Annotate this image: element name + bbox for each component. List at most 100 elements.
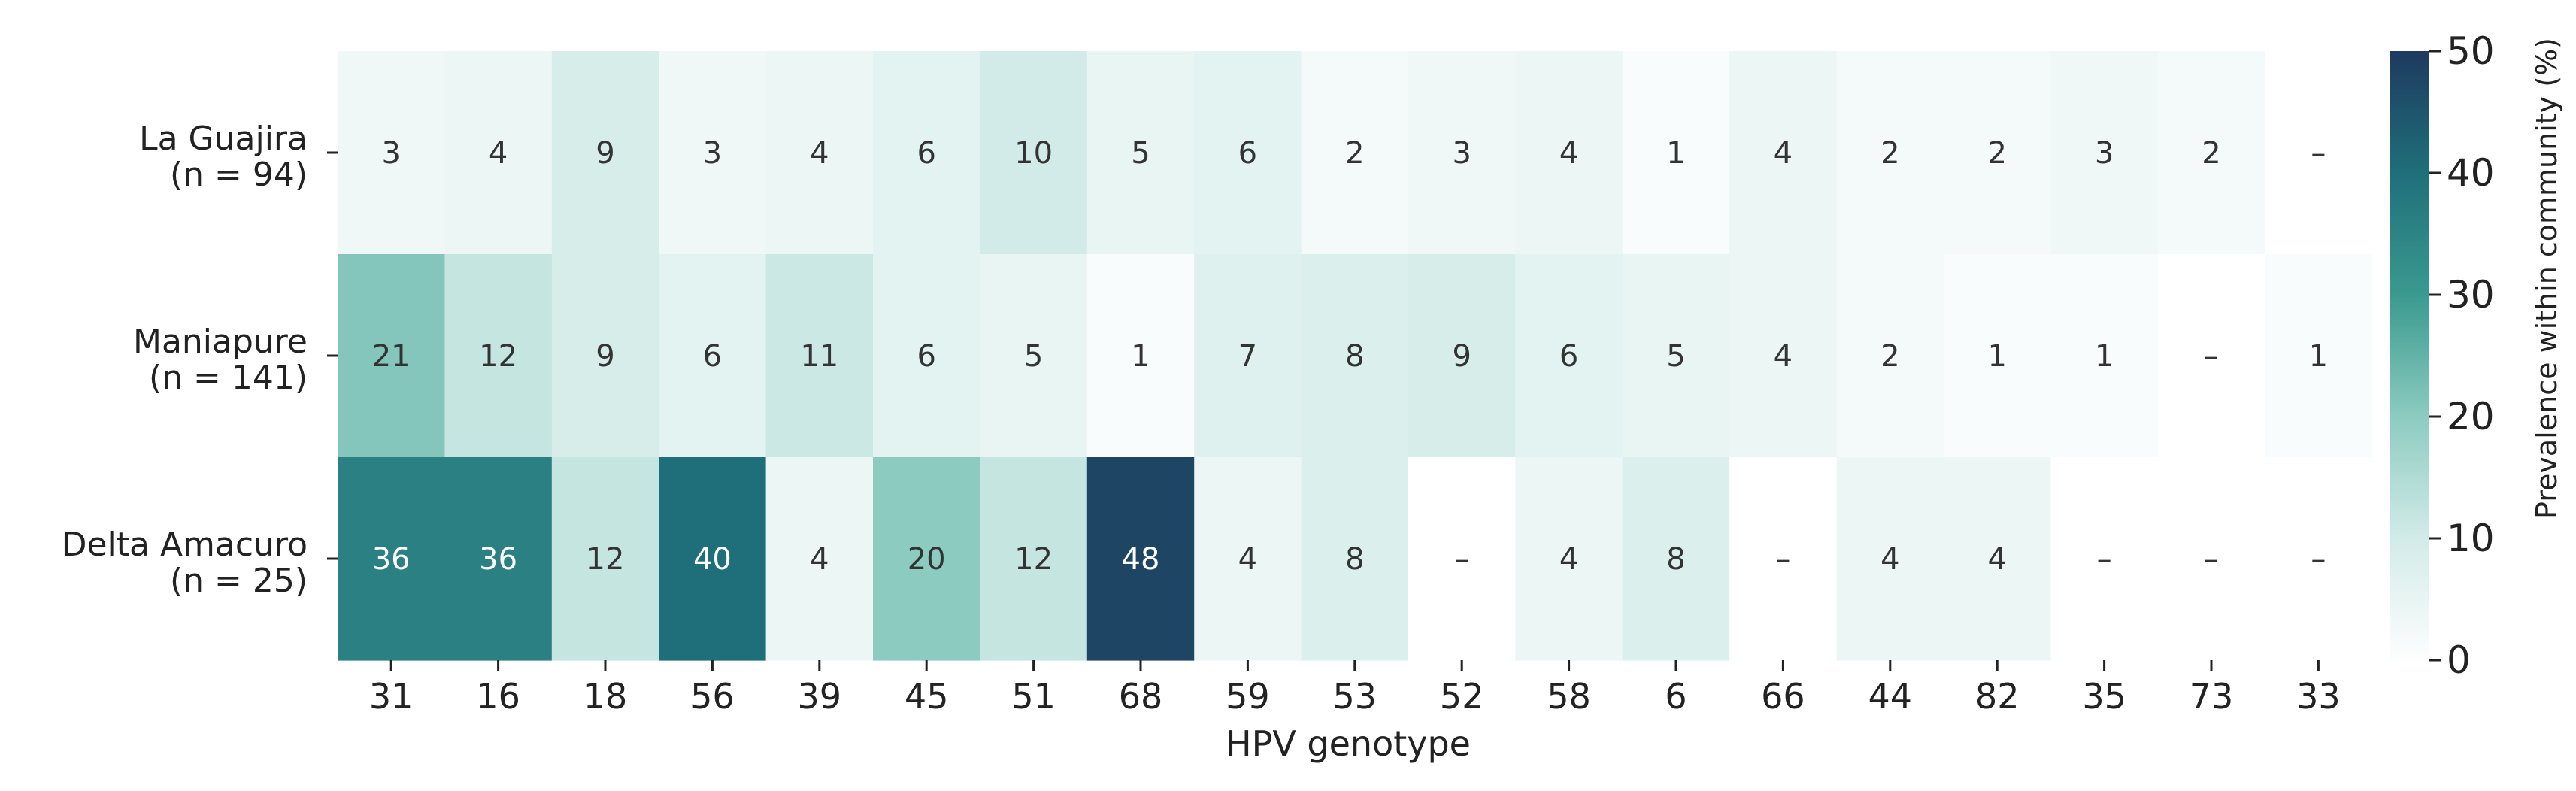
cell-value-label: 2 — [2202, 136, 2220, 171]
heatmap-cell — [2050, 457, 2159, 661]
cell-value-label: 3 — [1452, 136, 1471, 171]
cell-value-label: 1 — [2095, 339, 2114, 374]
heatmap-cell — [1086, 457, 1195, 661]
heatmap-cell — [2050, 254, 2159, 458]
heatmap-cell — [1944, 254, 2051, 458]
cell-value-label: 6 — [703, 339, 722, 374]
heatmap-cell — [1729, 457, 1838, 661]
heatmap-cell — [338, 457, 445, 661]
cell-value-label: 21 — [372, 339, 411, 374]
column-tick-label: 56 — [690, 676, 735, 717]
heatmap-cell — [1836, 254, 1944, 458]
heatmap-cell — [444, 51, 553, 255]
row-label-n: (n = 25) — [170, 562, 308, 600]
cell-value-label: 11 — [800, 339, 838, 374]
cell-value-label: 48 — [1122, 542, 1160, 577]
cell-value-label: 4 — [1774, 339, 1793, 374]
cell-value-label: 36 — [479, 542, 517, 577]
heatmap-cell — [1944, 457, 2051, 661]
column-tick-label: 44 — [1868, 676, 1913, 717]
row-label-n: (n = 141) — [149, 359, 308, 397]
heatmap-cell — [551, 254, 659, 458]
heatmap-cell — [1622, 254, 1730, 458]
cell-value-label: 2 — [1987, 136, 2006, 171]
cell-value-label: 7 — [1238, 339, 1257, 374]
cell-value-label: 1 — [1987, 339, 2006, 374]
cell-value-label: 4 — [1774, 136, 1793, 171]
cell-value-label: – — [2311, 542, 2326, 577]
heatmap-cell — [1515, 254, 1623, 458]
heatmap-cell — [1729, 254, 1838, 458]
heatmap-cell — [765, 51, 874, 255]
heatmap-cell — [2157, 254, 2265, 458]
column-tick-label: 59 — [1226, 676, 1270, 717]
cell-value-label: 1 — [1131, 339, 1150, 374]
colorbar-label: Prevalence within community (%) — [2530, 38, 2563, 519]
cell-value-label: 4 — [489, 136, 508, 171]
cell-value-label: 5 — [1666, 339, 1685, 374]
cell-value-label: 4 — [810, 542, 829, 577]
heatmap-cell — [873, 51, 980, 255]
heatmap-cell — [1301, 51, 1409, 255]
cell-value-label: 8 — [1345, 339, 1364, 374]
heatmap-cell — [980, 51, 1088, 255]
heatmap-cell — [1408, 254, 1516, 458]
cell-value-label: 12 — [479, 339, 517, 374]
heatmap-cell — [1836, 457, 1944, 661]
heatmap-cell — [551, 457, 659, 661]
cell-value-label: 8 — [1345, 542, 1364, 577]
heatmap-cell — [1194, 254, 1302, 458]
cell-value-label: 4 — [1238, 542, 1257, 577]
cell-value-label: 1 — [2309, 339, 2328, 374]
x-axis-label: HPV genotype — [1226, 723, 1471, 764]
heatmap-cell — [1622, 51, 1730, 255]
cell-value-label: 2 — [1880, 339, 1899, 374]
cell-value-label: – — [1775, 542, 1790, 577]
heatmap-cell — [2265, 457, 2373, 661]
cell-value-label: 36 — [372, 542, 411, 577]
column-tick-label: 73 — [2190, 676, 2234, 717]
heatmap-cell — [873, 457, 980, 661]
heatmap-cell — [1944, 51, 2051, 255]
heatmap-cell — [1729, 51, 1838, 255]
cell-value-label: 9 — [596, 136, 614, 171]
cell-value-label: 9 — [596, 339, 614, 374]
heatmap-cell — [1194, 51, 1302, 255]
cell-value-label: 6 — [1238, 136, 1257, 171]
row-label-name: La Guajira — [139, 120, 308, 158]
heatmap-cell — [659, 254, 767, 458]
cell-value-label: 4 — [1987, 542, 2006, 577]
heatmap-cell — [1408, 457, 1516, 661]
cell-value-label: 3 — [703, 136, 722, 171]
cell-value-label: 2 — [1880, 136, 1899, 171]
heatmap-cell — [765, 254, 874, 458]
cell-value-label: 12 — [586, 542, 625, 577]
column-tick-label: 68 — [1119, 676, 1163, 717]
heatmap-cell — [1836, 51, 1944, 255]
cell-value-label: 6 — [917, 136, 935, 171]
heatmap-cell — [2157, 51, 2265, 255]
heatmap-cells: 3 4 9 3 4 6 10 5 6 2 3 4 1 4 2 2 3 2 –21 12 9 6 11 6 5 1 7 8 9 6 5 4 2 1 1… — [338, 51, 2373, 661]
column-tick-labels: 31 16 18 56 39 45 51 68 59 53 52 58 6 66 44 82 35 73 33 — [369, 660, 2341, 717]
cell-value-label: 5 — [1131, 136, 1150, 171]
row-labels: La Guajira(n = 94) Maniapure(n = 141) Delt… — [62, 120, 338, 600]
cell-value-label: 3 — [2095, 136, 2114, 171]
heatmap-cell — [1194, 457, 1302, 661]
row-label-name: Delta Amacuro — [62, 526, 308, 564]
cell-value-label: 40 — [693, 542, 732, 577]
heatmap-cell — [765, 457, 874, 661]
colorbar-gradient — [2390, 51, 2429, 660]
heatmap-cell — [1515, 51, 1623, 255]
heatmap-cell — [551, 51, 659, 255]
column-tick-label: 35 — [2082, 676, 2126, 717]
colorbar-tick-label: 50 — [2447, 29, 2495, 73]
heatmap-cell — [1408, 51, 1516, 255]
cell-value-label: 4 — [1559, 136, 1578, 171]
heatmap-cell — [1086, 51, 1195, 255]
column-tick-label: 58 — [1547, 676, 1591, 717]
column-tick-label: 51 — [1011, 676, 1056, 717]
cell-value-label: 4 — [810, 136, 829, 171]
heatmap-cell — [2265, 254, 2373, 458]
